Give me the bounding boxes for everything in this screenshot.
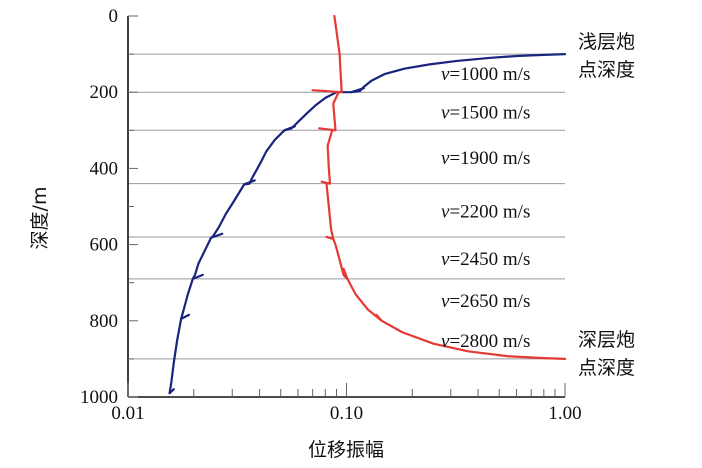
layer-velocity-label-2: v=1900 m/s	[441, 148, 530, 169]
y-tick-label-1: 200	[90, 82, 119, 103]
x-axis-label: 位移振幅	[308, 439, 384, 461]
shallow-annotation-line-2: 点深度	[578, 59, 635, 81]
series-1-interface-mark-2	[320, 180, 332, 185]
x-tick-label-0: 0.01	[111, 403, 144, 424]
layer-velocity-label-4: v=2450 m/s	[441, 249, 530, 270]
layer-velocity-label-0: v=1000 m/s	[441, 64, 530, 85]
x-tick-label-2: 1.00	[548, 403, 581, 424]
series-line-0	[168, 53, 567, 395]
deep-annotation-line-2: 点深度	[578, 357, 635, 379]
series-1-interface-mark-0	[311, 89, 343, 94]
y-tick-label-3: 600	[90, 235, 119, 256]
deep-shot-annotation: 深层炮 点深度	[578, 329, 635, 379]
y-axis-ticks: 0 200 400 600 800 1000	[80, 6, 138, 408]
y-tick-label-4: 800	[90, 311, 119, 332]
series-1-interface-mark-1	[318, 127, 337, 132]
shallow-annotation-line-1: 浅层炮	[578, 31, 635, 53]
layer-velocity-labels: v=1000 m/s v=1500 m/s v=1900 m/s v=2200 m/s…	[441, 64, 530, 352]
layer-velocity-label-1: v=1500 m/s	[441, 102, 530, 123]
series-0-interface-mark-1	[283, 125, 296, 132]
series-0-interface-mark-2	[243, 179, 256, 186]
series-1-interface-mark-3	[325, 235, 335, 240]
x-axis-ticks: 0.01 0.10 1.00	[111, 383, 582, 424]
series-lines	[168, 14, 567, 395]
y-axis-label: 深度/m	[29, 187, 51, 250]
series-0-interface-mark-4	[191, 273, 204, 280]
deep-annotation-line-1: 深层炮	[578, 329, 635, 351]
series-1-interface-mark-4	[342, 267, 349, 280]
shallow-shot-annotation: 浅层炮 点深度	[578, 31, 635, 81]
layer-velocity-label-3: v=2200 m/s	[441, 201, 530, 222]
layer-velocity-label-5: v=2650 m/s	[441, 291, 530, 312]
series-0-interface-mark-3	[209, 232, 224, 239]
y-tick-label-2: 400	[90, 158, 119, 179]
series-0-interface-mark-5	[180, 313, 191, 320]
layer-velocity-label-6: v=2800 m/s	[441, 331, 530, 352]
y-tick-label-0: 0	[109, 6, 119, 27]
series-0-interface-mark-0	[350, 87, 365, 94]
y-tick-label-5: 1000	[80, 387, 118, 408]
series-1-interface-mark-5	[375, 313, 383, 322]
series-0-interface-mark-6	[168, 388, 175, 395]
x-tick-label-1: 0.10	[330, 403, 363, 424]
